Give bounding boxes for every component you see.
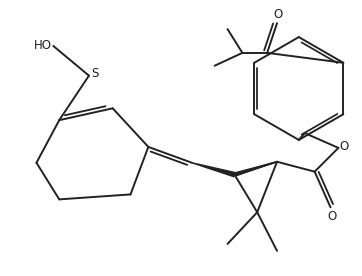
Polygon shape (192, 163, 235, 177)
Text: O: O (273, 8, 282, 21)
Text: HO: HO (34, 39, 51, 52)
Text: O: O (327, 210, 337, 223)
Text: O: O (340, 140, 349, 153)
Polygon shape (234, 162, 277, 176)
Text: S: S (92, 67, 99, 80)
